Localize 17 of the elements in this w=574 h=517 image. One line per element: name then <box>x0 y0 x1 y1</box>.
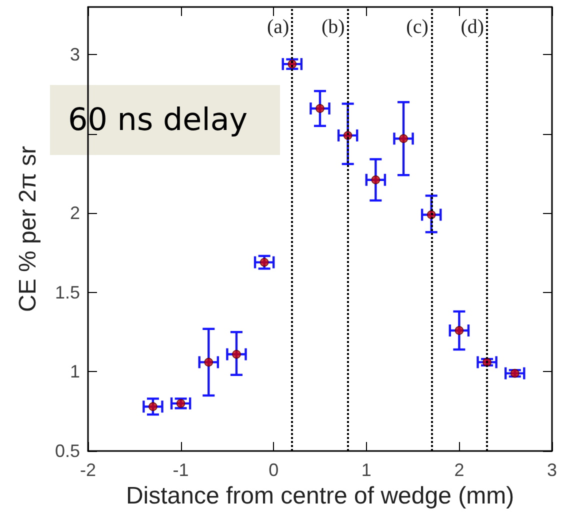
ref-line-label: (b) <box>322 16 345 38</box>
x-tick-label: -1 <box>172 460 189 480</box>
y-tick-label: 1 <box>70 362 80 382</box>
y-tick-label: 0.5 <box>54 441 80 461</box>
x-tick-label: 2 <box>454 460 464 480</box>
x-tick-label: -2 <box>80 460 96 480</box>
x-tick-label: 0 <box>268 460 279 480</box>
x-axis-title: Distance from centre of wedge (mm) <box>126 482 514 510</box>
ref-line-label: (d) <box>460 16 484 38</box>
x-tick-label: 1 <box>361 460 372 480</box>
ref-line-label: (a) <box>266 16 290 38</box>
y-axis-title: CE % per 2π sr <box>14 146 42 312</box>
y-tick-label: 3 <box>70 44 80 65</box>
y-tick-label: 1.5 <box>54 282 80 302</box>
y-tick-label: 2 <box>70 203 80 224</box>
x-tick-label: 3 <box>546 460 558 480</box>
ref-line-label: (c) <box>406 16 428 38</box>
